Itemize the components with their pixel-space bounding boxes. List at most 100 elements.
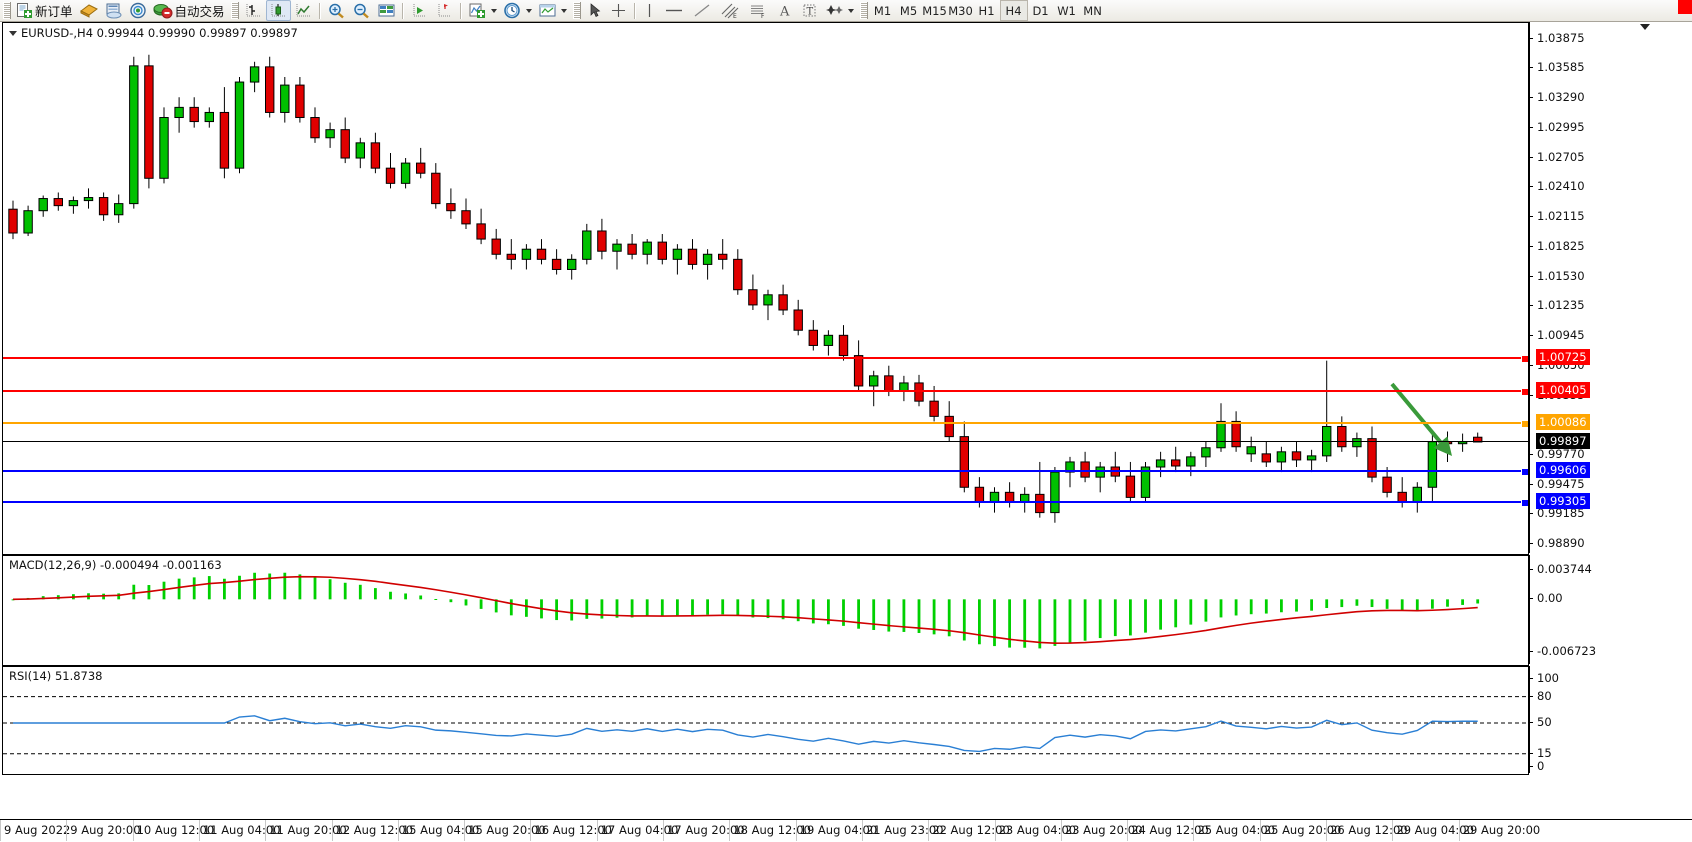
autotrade-button[interactable]: 自动交易 bbox=[150, 1, 228, 20]
svg-text:A: A bbox=[779, 5, 790, 20]
level-handle[interactable] bbox=[1521, 355, 1528, 364]
period-h1[interactable]: H1 bbox=[978, 3, 995, 18]
navigator-button[interactable] bbox=[126, 1, 150, 20]
time-divider bbox=[1392, 820, 1394, 841]
text-label-button[interactable]: T bbox=[797, 1, 822, 20]
data-window-icon bbox=[106, 3, 122, 19]
line-chart-button[interactable] bbox=[291, 1, 316, 20]
toolbar-separator-3 bbox=[459, 2, 462, 19]
main-toolbar: 新订单 bbox=[0, 0, 1692, 22]
rsi-tick-label: 80 bbox=[1537, 688, 1552, 703]
text-icon: A bbox=[779, 5, 790, 20]
time-divider bbox=[1060, 820, 1062, 841]
level-line-resistance-2[interactable] bbox=[3, 355, 1528, 364]
level-handle[interactable] bbox=[1521, 387, 1528, 396]
time-label: 29 Aug 04:00 bbox=[1396, 823, 1474, 837]
time-label: 24 Aug 12:00 bbox=[1131, 823, 1209, 837]
period-d1[interactable]: D1 bbox=[1032, 3, 1049, 18]
time-label: 9 Aug 2022 bbox=[4, 823, 71, 837]
price-tick-label: 1.01235 bbox=[1537, 298, 1585, 313]
period-m30[interactable]: M30 bbox=[948, 3, 973, 18]
time-label: 19 Aug 04:00 bbox=[799, 823, 878, 837]
price-tick-label: 0.99475 bbox=[1537, 476, 1585, 491]
level-handle[interactable] bbox=[1521, 419, 1528, 428]
rsi-tick-label: 15 bbox=[1537, 745, 1552, 760]
time-label: 11 Aug 04:00 bbox=[202, 823, 281, 837]
level-line-pivot[interactable] bbox=[3, 419, 1528, 428]
level-handle[interactable] bbox=[1521, 498, 1528, 507]
toolbar-grip-3[interactable] bbox=[572, 2, 581, 19]
toolbar-grip-1[interactable] bbox=[3, 2, 11, 19]
time-label: 11 Aug 20:00 bbox=[269, 823, 347, 837]
toolbar-grip-2[interactable] bbox=[230, 2, 239, 19]
objects-icon bbox=[825, 5, 843, 15]
zoom-out-button[interactable] bbox=[349, 1, 374, 20]
period-h4[interactable]: H4 bbox=[999, 0, 1028, 21]
fibonacci-button[interactable]: F bbox=[744, 1, 772, 20]
indicators-button[interactable] bbox=[465, 1, 490, 20]
macd-pane[interactable]: MACD(12,26,9) -0.000494 -0.001163 bbox=[2, 555, 1529, 666]
level-line-support-1[interactable] bbox=[3, 468, 1528, 477]
macd-tick-label: -0.006723 bbox=[1537, 644, 1597, 658]
text-button[interactable]: A bbox=[772, 1, 797, 20]
level-line-support-2[interactable] bbox=[3, 498, 1528, 507]
macd-axis-line bbox=[1529, 555, 1530, 664]
period-mn[interactable]: MN bbox=[1083, 3, 1102, 18]
price-pane[interactable]: EURUSD-,H4 0.99944 0.99990 0.99897 0.998… bbox=[2, 22, 1529, 555]
cursor-button[interactable] bbox=[583, 1, 606, 20]
period-m15[interactable]: M15 bbox=[922, 3, 947, 18]
expert-advisor-button[interactable] bbox=[76, 1, 102, 20]
period-m5[interactable]: M5 bbox=[899, 3, 918, 18]
bar-chart-button[interactable] bbox=[241, 1, 266, 20]
period-w1[interactable]: W1 bbox=[1057, 3, 1076, 18]
templates-button[interactable] bbox=[535, 1, 560, 20]
chart-dropdown-chevron-icon[interactable] bbox=[1640, 24, 1650, 30]
price-tick-label: 0.99185 bbox=[1537, 506, 1585, 521]
crosshair-button[interactable] bbox=[606, 1, 631, 20]
time-divider bbox=[1326, 820, 1328, 841]
horizontal-line-icon bbox=[665, 9, 682, 12]
time-divider bbox=[1259, 820, 1261, 841]
zoom-in-button[interactable] bbox=[324, 1, 349, 20]
level-line-current-price[interactable] bbox=[3, 440, 1528, 442]
expert-advisor-icon bbox=[79, 4, 98, 18]
time-axis[interactable]: 9 Aug 2022 9 Aug 20:00 10 Aug 12:00 11 Aug … bbox=[0, 819, 1692, 842]
price-candles bbox=[8, 54, 1483, 523]
trendline-icon bbox=[694, 4, 709, 17]
chart-menu-triangle-icon[interactable] bbox=[9, 31, 17, 36]
period-m1[interactable]: M1 bbox=[873, 3, 892, 18]
chart-shift-button[interactable] bbox=[432, 1, 457, 20]
equidistant-channel-button[interactable]: E bbox=[716, 1, 744, 20]
period-chevron-down-icon[interactable] bbox=[525, 8, 532, 13]
period-button[interactable] bbox=[500, 1, 525, 20]
price-axis[interactable]: 1.03875 1.03585 1.03290 1.02995 1.02705 1.024… bbox=[1529, 22, 1692, 553]
new-order-label: 新订单 bbox=[35, 4, 73, 19]
autoscroll-button[interactable] bbox=[407, 1, 432, 20]
templates-chevron-down-icon[interactable] bbox=[560, 8, 567, 13]
level-handle[interactable] bbox=[1521, 468, 1528, 477]
objects-button[interactable] bbox=[822, 1, 847, 20]
toolbar-grip-4[interactable] bbox=[859, 2, 868, 19]
rsi-pane[interactable]: RSI(14) 51.8738 bbox=[2, 666, 1529, 775]
time-divider bbox=[861, 820, 863, 841]
market-watch-button[interactable] bbox=[374, 1, 399, 20]
window-corner-marker bbox=[1678, 0, 1692, 14]
candle-chart-button[interactable] bbox=[265, 0, 291, 21]
data-window-button[interactable] bbox=[102, 1, 126, 20]
price-tick bbox=[1529, 453, 1533, 455]
level-line-resistance-1[interactable] bbox=[3, 387, 1528, 396]
vertical-line-button[interactable] bbox=[639, 1, 660, 20]
horizontal-line-button[interactable] bbox=[660, 1, 688, 20]
macd-tick bbox=[1529, 569, 1533, 570]
objects-chevron-down-icon[interactable] bbox=[847, 8, 854, 13]
toolbar-separator-4 bbox=[633, 2, 636, 19]
trendline-button[interactable] bbox=[688, 1, 716, 20]
new-order-button[interactable]: 新订单 bbox=[13, 1, 76, 20]
level-price-tag-support-1: 0.99606 bbox=[1536, 462, 1590, 479]
time-divider bbox=[198, 820, 200, 841]
time-label: 25 Aug 04:00 bbox=[1197, 823, 1276, 837]
indicators-chevron-down-icon[interactable] bbox=[490, 8, 497, 13]
time-divider bbox=[464, 820, 466, 841]
time-label: 17 Aug 04:00 bbox=[600, 823, 679, 837]
